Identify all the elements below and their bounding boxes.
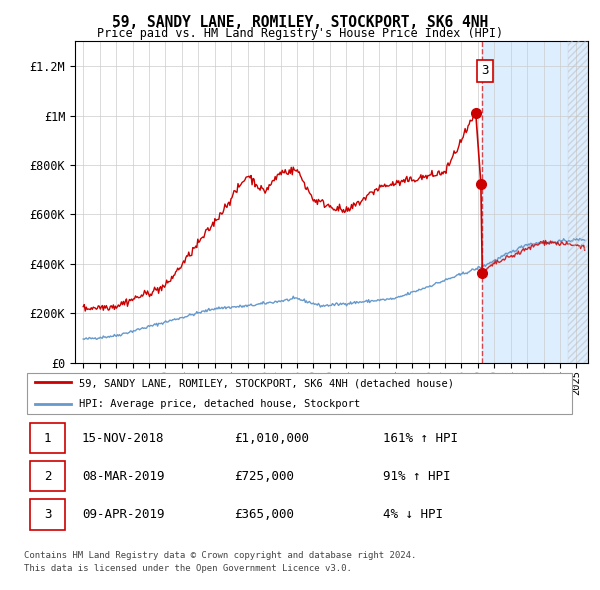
Text: £725,000: £725,000	[234, 470, 294, 483]
Text: 91% ↑ HPI: 91% ↑ HPI	[383, 470, 450, 483]
Text: 09-APR-2019: 09-APR-2019	[82, 508, 164, 521]
Text: Price paid vs. HM Land Registry's House Price Index (HPI): Price paid vs. HM Land Registry's House …	[97, 27, 503, 40]
Text: This data is licensed under the Open Government Licence v3.0.: This data is licensed under the Open Gov…	[24, 564, 352, 573]
Text: 15-NOV-2018: 15-NOV-2018	[82, 432, 164, 445]
Text: 3: 3	[481, 64, 488, 77]
Text: £365,000: £365,000	[234, 508, 294, 521]
Text: 1: 1	[44, 432, 52, 445]
Text: 59, SANDY LANE, ROMILEY, STOCKPORT, SK6 4NH (detached house): 59, SANDY LANE, ROMILEY, STOCKPORT, SK6 …	[79, 378, 454, 388]
Text: 59, SANDY LANE, ROMILEY, STOCKPORT, SK6 4NH: 59, SANDY LANE, ROMILEY, STOCKPORT, SK6 …	[112, 15, 488, 30]
Text: Contains HM Land Registry data © Crown copyright and database right 2024.: Contains HM Land Registry data © Crown c…	[24, 550, 416, 559]
FancyBboxPatch shape	[29, 499, 65, 530]
Text: 2: 2	[44, 470, 52, 483]
Text: 161% ↑ HPI: 161% ↑ HPI	[383, 432, 458, 445]
Text: 08-MAR-2019: 08-MAR-2019	[82, 470, 164, 483]
Text: £1,010,000: £1,010,000	[234, 432, 309, 445]
FancyBboxPatch shape	[29, 461, 65, 491]
FancyBboxPatch shape	[27, 373, 572, 414]
Text: 3: 3	[44, 508, 52, 521]
Text: HPI: Average price, detached house, Stockport: HPI: Average price, detached house, Stoc…	[79, 399, 361, 409]
FancyBboxPatch shape	[29, 423, 65, 453]
Bar	[482, 41, 588, 363]
Text: 4% ↓ HPI: 4% ↓ HPI	[383, 508, 443, 521]
